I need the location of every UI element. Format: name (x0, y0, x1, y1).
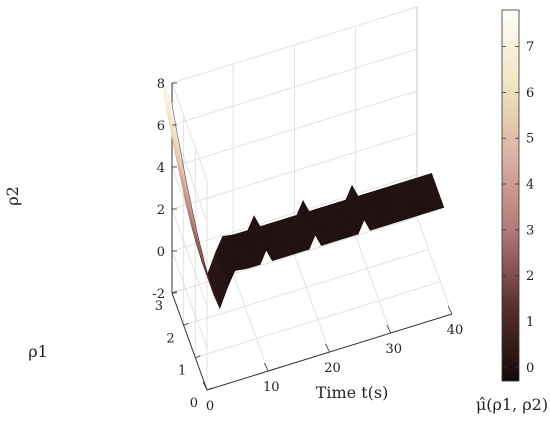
back-wall-grid-line (171, 6, 418, 84)
x-tick-mark (263, 362, 269, 372)
back-wall-grid-line (171, 132, 418, 210)
z-tick-label: 2 (157, 203, 165, 218)
floor-grid-line (183, 248, 429, 326)
colorbar-tick-label: 3 (526, 223, 534, 238)
surface-front-edge (171, 103, 444, 310)
y-tick-label: 2 (166, 331, 174, 346)
surface-patch (163, 90, 180, 145)
x-tick-label: 30 (386, 342, 403, 357)
back-wall-grid-line (171, 48, 418, 126)
x-tick-label: 40 (447, 323, 464, 338)
colorbar-label: μ̂(ρ1, ρ2) (476, 395, 548, 414)
colorbar-tick-label: 4 (526, 178, 534, 193)
z-axis-label: ρ2 (3, 186, 22, 206)
x-tick-label: 20 (324, 361, 341, 376)
colorbar-tick-label: 6 (526, 86, 534, 101)
side-wall-grid-line (171, 82, 208, 181)
x-tick-mark (386, 324, 392, 334)
x-axis-label: Time t(s) (316, 383, 389, 402)
colorbar-tick-label: 1 (526, 315, 534, 330)
x-tick-label: 10 (263, 380, 280, 395)
y-tick-mark (183, 322, 189, 326)
colorbar-ticks: 0 1 2 3 4 5 6 7 (502, 40, 534, 376)
y-axis-line (171, 292, 208, 391)
side-wall-grid-line (171, 250, 208, 349)
floor-grid-line (416, 216, 453, 315)
side-wall-grid-line (171, 208, 208, 307)
floor-grid-line (232, 273, 269, 372)
floor-grid-line (294, 254, 330, 353)
back-wall-grid-line (171, 174, 418, 252)
tick-labels: 0 10 20 30 40 0 1 2 3-2 0 2 4 6 8 (152, 77, 463, 414)
z-tick-label: 6 (157, 119, 165, 134)
x-tick-mark (447, 305, 453, 315)
colorbar-tick-label: 7 (526, 40, 534, 55)
z-tick-label: 8 (157, 77, 165, 92)
back-wall-grid-line (171, 90, 418, 168)
y-tick-mark (206, 387, 213, 391)
y-axis-label: ρ1 (28, 342, 48, 361)
colorbar-fill (501, 9, 520, 382)
floor-grid-line (195, 281, 441, 359)
surface-patch (166, 109, 184, 164)
y-tick-label: 3 (155, 299, 163, 314)
z-tick-label: -2 (152, 287, 165, 302)
z-tick-label: 4 (157, 161, 165, 176)
surface-patch (173, 147, 191, 200)
floor-grid-line (355, 235, 392, 334)
z-tick-label: 0 (157, 245, 165, 260)
colorbar: 0 1 2 3 4 5 6 7 μ̂(ρ1, ρ2) (476, 9, 548, 414)
colorbar-tick-label: 2 (526, 269, 534, 284)
colorbar-tick-label: 5 (526, 132, 534, 147)
y-tick-label: 1 (178, 364, 186, 379)
y-tick-mark (195, 355, 201, 359)
y-tick-label: 0 (190, 396, 198, 411)
x-tick-mark (325, 343, 330, 353)
surface (159, 69, 445, 310)
x-tick-label: 0 (206, 399, 214, 414)
colorbar-tick-label: 0 (526, 361, 534, 376)
x-tick-mark (202, 381, 208, 391)
